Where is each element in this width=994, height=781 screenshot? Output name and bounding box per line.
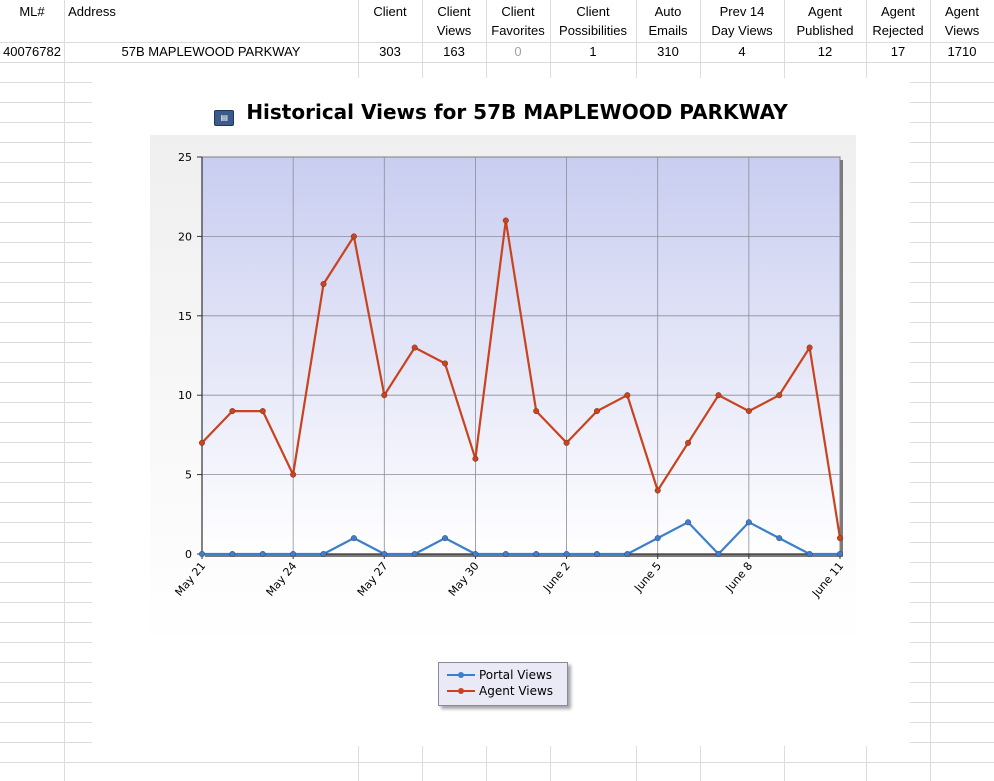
point-portal-views[interactable] xyxy=(654,535,661,542)
col-header-client-favorites[interactable]: Client Favorites xyxy=(491,4,545,38)
point-agent-views[interactable] xyxy=(442,360,449,367)
cell-agent-rejected[interactable]: 17 xyxy=(890,44,906,59)
col-header-client-views[interactable]: Client Views xyxy=(436,4,472,38)
col-header-ml[interactable]: ML# xyxy=(19,4,45,19)
col-header-auto-emails[interactable]: Auto Emails xyxy=(648,4,688,38)
point-portal-views[interactable] xyxy=(837,551,844,558)
point-portal-views[interactable] xyxy=(381,551,388,558)
col-header-address[interactable]: Address xyxy=(68,4,116,19)
point-portal-views[interactable] xyxy=(290,551,297,558)
series-line-portal-views xyxy=(202,521,840,556)
y-tick-label: 15 xyxy=(178,310,192,323)
point-portal-views[interactable] xyxy=(229,551,236,558)
point-agent-views[interactable] xyxy=(320,281,327,288)
point-agent-views[interactable] xyxy=(654,487,661,494)
col-header-prev14-day-views[interactable]: Prev 14 Day Views xyxy=(711,4,773,38)
point-agent-views[interactable] xyxy=(806,344,813,351)
y-tick-label: 10 xyxy=(178,389,192,402)
point-agent-views[interactable] xyxy=(502,217,509,224)
point-agent-views[interactable] xyxy=(472,455,479,462)
chart-title-bar: ▤ Historical Views for 57B MAPLEWOOD PARK… xyxy=(92,100,910,126)
point-portal-views[interactable] xyxy=(502,551,509,558)
point-agent-views[interactable] xyxy=(533,408,540,415)
point-portal-views[interactable] xyxy=(259,551,266,558)
chart-card[interactable]: ▤ Historical Views for 57B MAPLEWOOD PARK… xyxy=(92,78,910,746)
chart-legend: Portal Views Agent Views xyxy=(438,662,568,706)
point-portal-views[interactable] xyxy=(624,551,631,558)
cell-agent-views[interactable]: 1710 xyxy=(947,44,977,59)
point-portal-views[interactable] xyxy=(685,519,692,526)
legend-marker-agent xyxy=(447,688,475,694)
col-header-agent-views[interactable]: Agent Views xyxy=(944,4,980,38)
point-portal-views[interactable] xyxy=(745,519,752,526)
point-agent-views[interactable] xyxy=(199,439,206,446)
point-portal-views[interactable] xyxy=(442,535,449,542)
legend-label-portal: Portal Views xyxy=(479,668,553,682)
col-header-client-possibilities[interactable]: Client Possibilities xyxy=(559,4,627,38)
spreadsheet-header: ML# Address Client Client Views Client Fav… xyxy=(0,0,994,62)
point-portal-views[interactable] xyxy=(715,551,722,558)
point-agent-views[interactable] xyxy=(229,408,236,415)
cell-client-favorites[interactable]: 0 xyxy=(514,44,522,59)
cell-address[interactable]: 57B MAPLEWOOD PARKWAY xyxy=(121,44,301,59)
point-agent-views[interactable] xyxy=(563,439,570,446)
point-portal-views[interactable] xyxy=(806,551,813,558)
y-tick-label: 20 xyxy=(178,230,192,243)
y-tick-label: 25 xyxy=(178,151,192,164)
cell-client-possibilities[interactable]: 1 xyxy=(589,44,597,59)
col-header-agent-rejected[interactable]: Agent Rejected xyxy=(872,4,924,38)
col-header-agent-published[interactable]: Agent Published xyxy=(796,4,854,38)
chart-icon: ▤ xyxy=(214,110,235,126)
point-agent-views[interactable] xyxy=(745,408,752,415)
point-agent-views[interactable] xyxy=(624,392,631,399)
point-portal-views[interactable] xyxy=(350,535,357,542)
point-agent-views[interactable] xyxy=(715,392,722,399)
chart-title: Historical Views for 57B MAPLEWOOD PARKW… xyxy=(246,100,788,124)
cell-client-views[interactable]: 163 xyxy=(443,44,465,59)
cell-agent-published[interactable]: 12 xyxy=(817,44,833,59)
point-agent-views[interactable] xyxy=(685,439,692,446)
plot-area xyxy=(201,156,841,555)
point-portal-views[interactable] xyxy=(472,551,479,558)
series-line-agent-views xyxy=(201,219,842,539)
point-agent-views[interactable] xyxy=(259,408,266,415)
cell-auto-emails[interactable]: 310 xyxy=(657,44,679,59)
point-portal-views[interactable] xyxy=(533,551,540,558)
col-header-client[interactable]: Client xyxy=(373,4,407,19)
point-portal-views[interactable] xyxy=(563,551,570,558)
point-agent-views[interactable] xyxy=(837,535,844,542)
point-agent-views[interactable] xyxy=(381,392,388,399)
cell-prev14-day-views[interactable]: 4 xyxy=(738,44,746,59)
point-agent-views[interactable] xyxy=(411,344,418,351)
point-portal-views[interactable] xyxy=(776,535,783,542)
point-agent-views[interactable] xyxy=(350,233,357,240)
cell-ml[interactable]: 40076782 xyxy=(3,44,61,59)
point-agent-views[interactable] xyxy=(776,392,783,399)
legend-label-agent: Agent Views xyxy=(479,684,554,698)
cell-client[interactable]: 303 xyxy=(379,44,401,59)
point-portal-views[interactable] xyxy=(320,551,327,558)
point-portal-views[interactable] xyxy=(593,551,600,558)
legend-marker-portal xyxy=(447,672,475,678)
y-tick-label: 0 xyxy=(185,548,192,561)
y-tick-label: 5 xyxy=(185,469,192,482)
point-portal-views[interactable] xyxy=(411,551,418,558)
point-portal-views[interactable] xyxy=(199,551,206,558)
point-agent-views[interactable] xyxy=(290,471,297,478)
point-agent-views[interactable] xyxy=(593,408,600,415)
